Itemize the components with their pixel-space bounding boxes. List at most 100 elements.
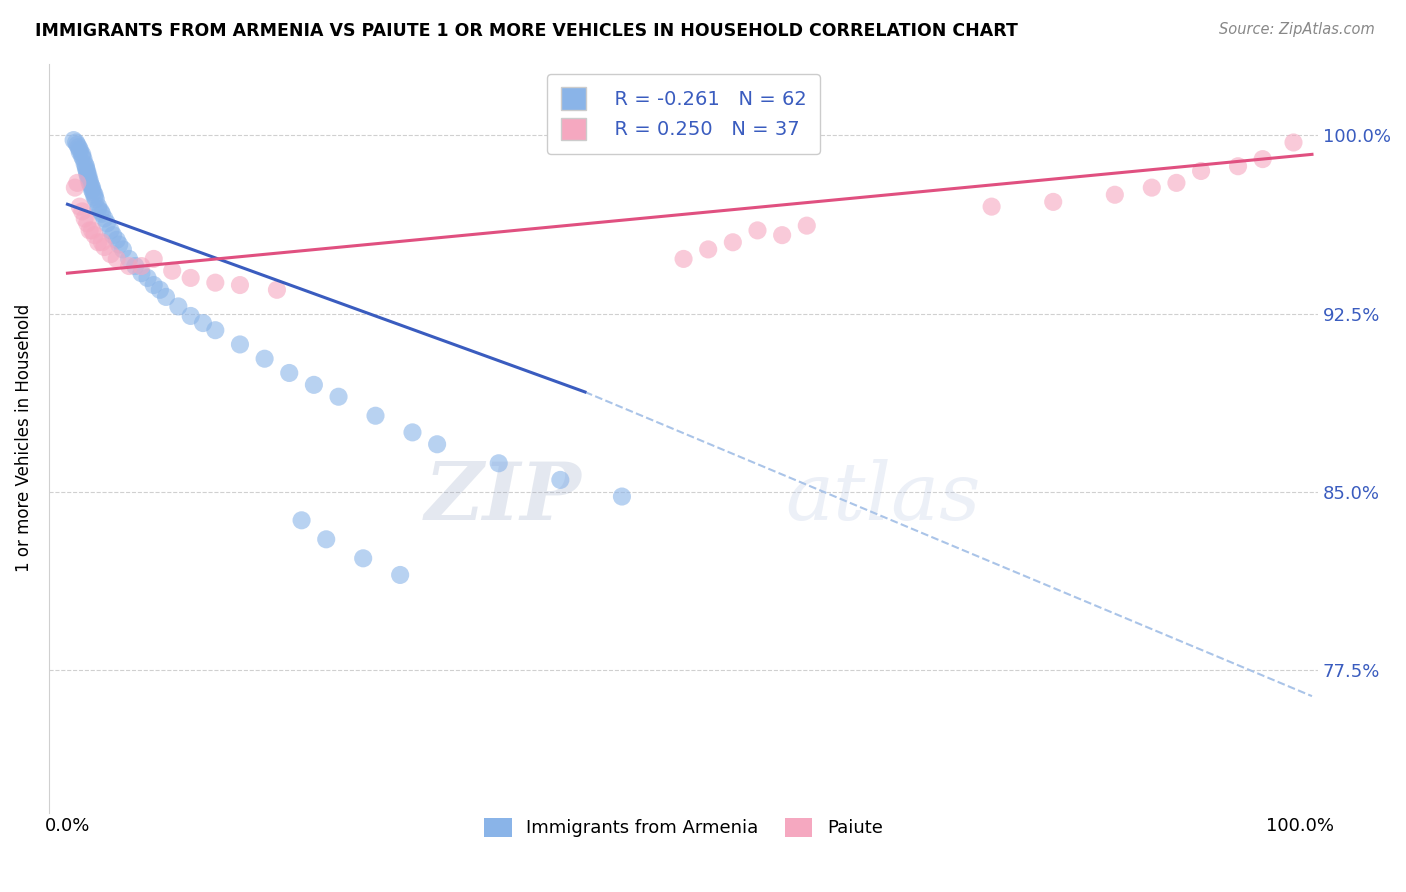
Point [204, 323, 226, 337]
Point [69, 143, 91, 157]
Point [77, 171, 100, 186]
Point [426, 437, 449, 451]
Point [100, 223, 122, 237]
Point [1104, 187, 1126, 202]
Point [76, 164, 98, 178]
Point [101, 228, 124, 243]
Point [136, 271, 159, 285]
Point [266, 283, 288, 297]
Point [118, 252, 141, 266]
Point [142, 278, 165, 293]
Point [79, 173, 101, 187]
Point [82, 223, 104, 237]
Point [73, 157, 96, 171]
Point [389, 568, 412, 582]
Point [70, 204, 93, 219]
Point [111, 243, 134, 257]
Point [253, 351, 276, 366]
Point [82, 186, 104, 200]
Point [796, 219, 818, 233]
Point [364, 409, 387, 423]
Point [77, 169, 100, 183]
Point [66, 176, 89, 190]
Point [70, 147, 93, 161]
Point [770, 228, 793, 243]
Point [75, 159, 97, 173]
Point [105, 252, 128, 266]
Point [91, 235, 114, 250]
Point [76, 216, 98, 230]
Point [79, 176, 101, 190]
Point [82, 183, 104, 197]
Text: ZIP: ZIP [425, 459, 582, 537]
Point [87, 235, 110, 250]
Point [180, 309, 202, 323]
Point [91, 207, 114, 221]
Point [302, 377, 325, 392]
Point [73, 211, 96, 226]
Point [80, 178, 103, 193]
Point [1042, 194, 1064, 209]
Point [290, 513, 312, 527]
Point [149, 283, 172, 297]
Point [124, 259, 146, 273]
Point [278, 366, 301, 380]
Point [1189, 164, 1212, 178]
Point [352, 551, 374, 566]
Point [70, 150, 93, 164]
Point [160, 264, 183, 278]
Point [315, 533, 337, 547]
Point [67, 140, 90, 154]
Y-axis label: 1 or more Vehicles in Household: 1 or more Vehicles in Household [15, 304, 32, 573]
Point [118, 259, 141, 273]
Point [75, 161, 97, 176]
Point [87, 202, 110, 216]
Point [65, 136, 87, 150]
Point [488, 456, 510, 470]
Point [401, 425, 423, 440]
Point [1282, 136, 1305, 150]
Point [93, 211, 115, 226]
Point [980, 200, 1002, 214]
Point [93, 240, 115, 254]
Point [550, 473, 572, 487]
Point [87, 200, 110, 214]
Point [697, 243, 720, 257]
Point [96, 216, 118, 230]
Point [721, 235, 744, 250]
Point [180, 271, 202, 285]
Point [83, 190, 105, 204]
Point [131, 266, 153, 280]
Point [131, 259, 153, 273]
Point [1166, 176, 1188, 190]
Point [82, 180, 104, 194]
Point [610, 490, 633, 504]
Point [66, 137, 89, 152]
Point [100, 247, 122, 261]
Legend: Immigrants from Armenia, Paiute: Immigrants from Armenia, Paiute [477, 810, 890, 845]
Point [1251, 152, 1274, 166]
Point [167, 300, 190, 314]
Point [328, 390, 350, 404]
Point [229, 337, 252, 351]
Point [83, 187, 105, 202]
Text: Source: ZipAtlas.com: Source: ZipAtlas.com [1219, 22, 1375, 37]
Point [204, 276, 226, 290]
Point [63, 180, 86, 194]
Point [84, 193, 107, 207]
Point [69, 200, 91, 214]
Point [155, 290, 177, 304]
Point [672, 252, 695, 266]
Point [72, 152, 94, 166]
Text: atlas: atlas [785, 459, 980, 537]
Point [69, 145, 91, 159]
Point [62, 133, 84, 147]
Point [79, 223, 101, 237]
Point [191, 316, 214, 330]
Point [1227, 159, 1250, 173]
Point [747, 223, 769, 237]
Point [76, 166, 98, 180]
Point [105, 233, 128, 247]
Point [1140, 180, 1163, 194]
Point [90, 204, 112, 219]
